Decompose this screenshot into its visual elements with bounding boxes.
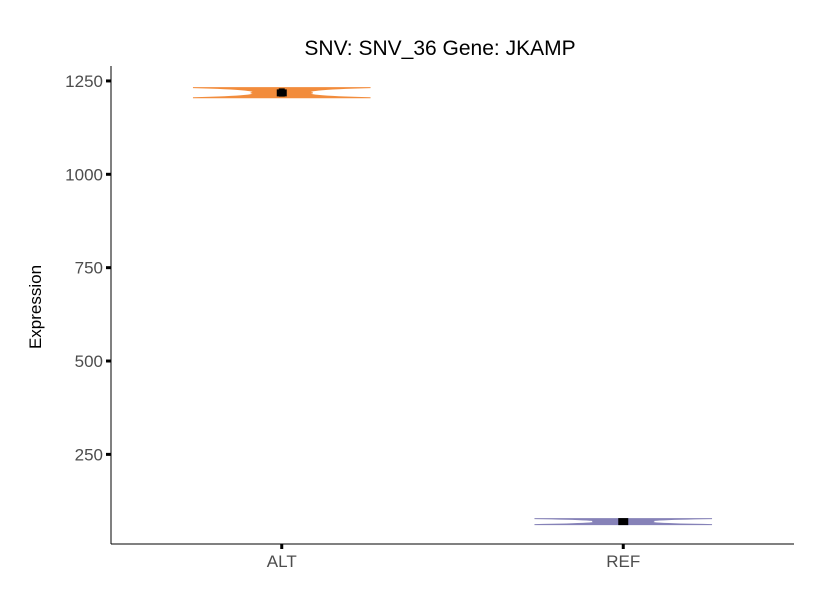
y-axis-ticks: 250 500 750 1000 1250 xyxy=(65,72,111,464)
y-tick-label: 250 xyxy=(75,445,103,464)
center-point-ref xyxy=(618,518,629,526)
y-tick-label: 1000 xyxy=(65,165,103,184)
x-axis-ticks: ALT REF xyxy=(267,544,640,571)
chart-title: SNV: SNV_36 Gene: JKAMP xyxy=(304,37,575,60)
y-tick-label: 500 xyxy=(75,352,103,371)
x-tick-label: REF xyxy=(606,552,640,571)
y-tick-label: 750 xyxy=(75,259,103,278)
x-tick-label: ALT xyxy=(267,552,297,571)
plot-area xyxy=(192,87,713,526)
center-point-alt xyxy=(276,89,287,97)
y-tick-label: 1250 xyxy=(65,72,103,91)
y-axis-label: Expression xyxy=(26,265,45,349)
